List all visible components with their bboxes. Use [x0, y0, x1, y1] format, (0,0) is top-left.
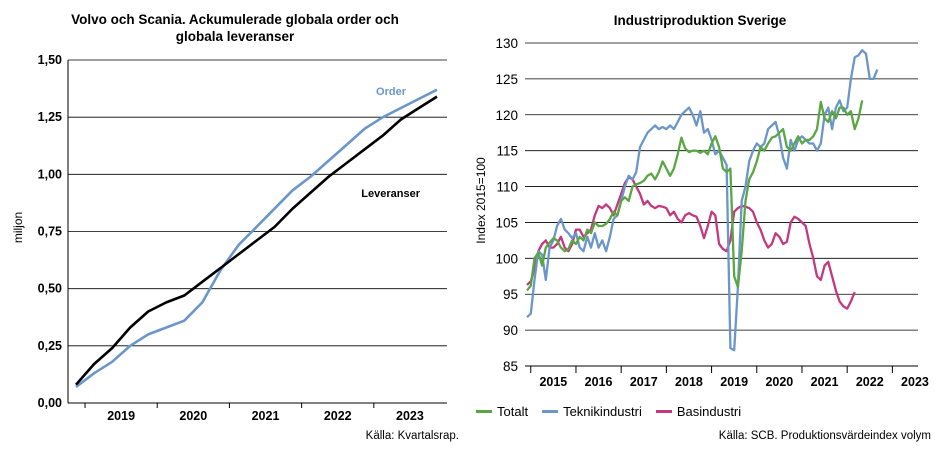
- legend-swatch: [476, 410, 492, 413]
- legend-label: Basindustri: [676, 404, 742, 419]
- y-tick-label: 1,25: [38, 110, 62, 124]
- x-tick-label: 2019: [107, 409, 135, 423]
- legend-item-basindustri: Basindustri: [655, 404, 742, 419]
- left-chart-source: Källa: Kvartalsrap.: [365, 430, 459, 442]
- y-tick-label: 95: [503, 287, 518, 302]
- x-tick-label: 2018: [675, 375, 703, 389]
- x-tick-label: 2020: [179, 409, 207, 423]
- right-chart-panel: Industriproduktion Sverige 85 90 95 100 105 1…: [470, 0, 949, 457]
- y-tick-label: 130: [495, 36, 518, 51]
- y-tick-label: 0,00: [38, 396, 62, 410]
- x-tick-label: 2022: [324, 409, 352, 423]
- series-line-basindustri: [526, 176, 856, 310]
- legend-item-totalt: Totalt: [476, 404, 528, 419]
- y-tick-label: 120: [495, 108, 518, 123]
- y-tick-label: 1,00: [38, 167, 62, 181]
- series-line-order: [75, 88, 438, 389]
- left-chart-panel: Volvo och Scania. Ackumulerade globala o…: [0, 0, 470, 457]
- legend-item-teknikindustri: Teknikindustri: [542, 404, 642, 419]
- y-tick-label: 110: [496, 180, 518, 195]
- y-tick-label: 125: [495, 72, 518, 87]
- x-tick-label: 2023: [901, 375, 929, 389]
- right-chart-source: Källa: SCB. Produktionsvärdeindex volym: [718, 430, 931, 442]
- x-tick-label: 2021: [252, 409, 280, 423]
- y-tick-label: 115: [496, 144, 518, 159]
- x-tick-label: 2019: [720, 375, 748, 389]
- y-tick-label: 0,25: [38, 339, 62, 353]
- left-chart-title: Volvo och Scania. Ackumulerade globala o…: [71, 12, 399, 44]
- legend-label: Teknikindustri: [563, 404, 642, 419]
- legend-label: Totalt: [497, 404, 529, 419]
- right-chart-legend: Totalt Teknikindustri Basindustri: [476, 404, 741, 419]
- legend-swatch: [655, 410, 672, 413]
- x-tick-label: 2023: [396, 409, 424, 423]
- x-tick-label: 2017: [630, 375, 658, 389]
- left-chart-plot: 0,00 0,25 0,50 0,75 1,00 1,25 1,50 2019 2020 2021…: [11, 53, 447, 423]
- y-tick-label: 85: [503, 359, 518, 374]
- legend-swatch: [542, 410, 559, 413]
- series-line-teknikindustri: [526, 49, 879, 352]
- y-tick-label: 90: [503, 323, 518, 338]
- x-tick-label: 2021: [811, 375, 839, 389]
- y-tick-label: 0,50: [38, 282, 62, 296]
- right-chart-plot: 85 90 95 100 105 110 115 120 125 130 2015 2016 2017 2…: [474, 36, 929, 389]
- annotation-leveranser: Leveranser: [361, 188, 420, 200]
- annotation-order: Order: [376, 86, 407, 98]
- x-tick-label: 2015: [539, 375, 567, 389]
- y-tick-label: 105: [495, 215, 518, 230]
- x-tick-label: 2020: [765, 375, 793, 389]
- series-line-totalt: [526, 100, 864, 292]
- y-axis-title: Index 2015=100: [474, 157, 488, 244]
- y-tick-label: 100: [495, 251, 518, 266]
- x-tick-label: 2016: [585, 375, 613, 389]
- x-tick-label: 2022: [856, 375, 884, 389]
- series-line-leveranser: [75, 95, 438, 386]
- y-tick-label: 1,50: [38, 53, 62, 67]
- y-axis-title: miljon: [11, 212, 25, 243]
- right-chart-title: Industriproduktion Sverige: [613, 13, 787, 28]
- y-tick-label: 0,75: [38, 225, 62, 239]
